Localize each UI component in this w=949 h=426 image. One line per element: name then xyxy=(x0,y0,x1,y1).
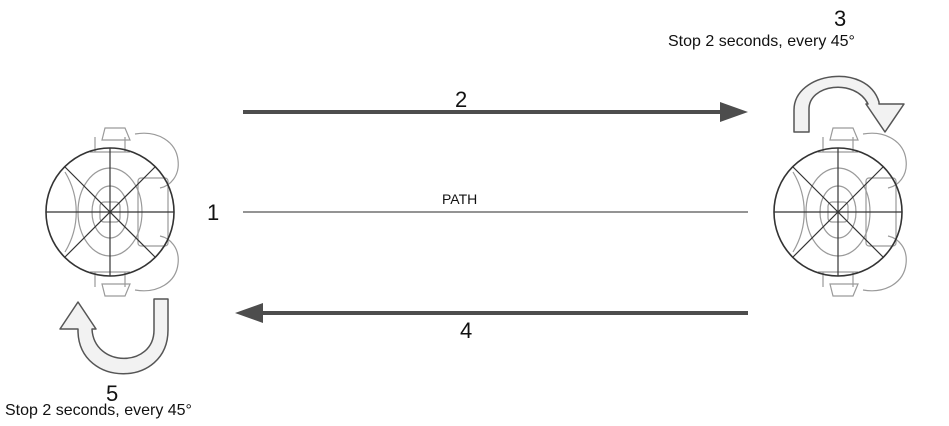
path-label: PATH xyxy=(442,191,478,207)
arrow-forward-icon xyxy=(243,102,748,122)
step-4-label: 4 xyxy=(460,318,473,343)
arrow-return-icon xyxy=(235,303,748,323)
rotate-arrow-right-icon xyxy=(793,75,905,133)
rotate-arrow-left-icon xyxy=(59,298,169,375)
step-5-label: 5 xyxy=(106,381,119,406)
right-note: Stop 2 seconds, every 45° xyxy=(668,33,855,50)
robot-right-icon xyxy=(773,127,907,297)
left-note: Stop 2 seconds, every 45° xyxy=(5,402,192,419)
robot-left-icon xyxy=(45,127,179,297)
step-3-label: 3 xyxy=(834,6,847,31)
step-2-label: 2 xyxy=(455,87,468,112)
step-1-label: 1 xyxy=(207,200,220,225)
